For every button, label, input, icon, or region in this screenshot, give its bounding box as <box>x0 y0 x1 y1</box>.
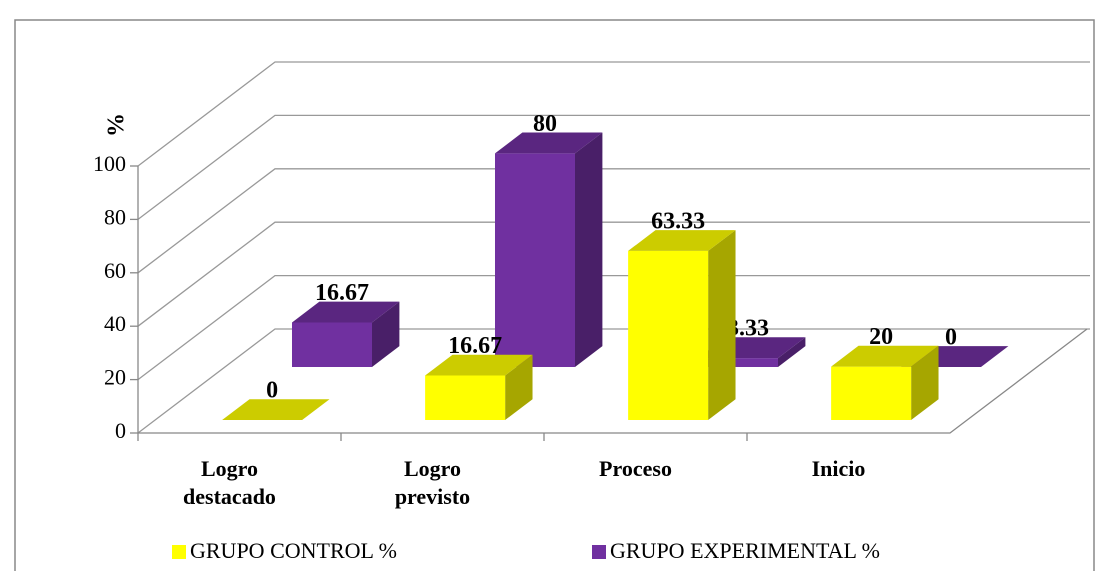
grid-line <box>137 114 1090 220</box>
bar <box>831 345 939 420</box>
bar-front <box>291 322 372 367</box>
y-tick-label: 0 <box>115 418 126 443</box>
grid-line <box>137 168 1090 274</box>
bar-side <box>708 230 736 420</box>
x-tick-label: Logro destacado <box>183 456 276 509</box>
y-tick-label: 80 <box>104 204 126 229</box>
x-tick-label: Proceso <box>599 456 672 481</box>
bar-top <box>425 354 533 376</box>
legend-swatch <box>172 545 186 559</box>
data-label: 0 <box>266 378 278 404</box>
bar <box>425 354 533 420</box>
legend-swatch <box>592 545 606 559</box>
floor-edge <box>138 328 1088 434</box>
bar <box>222 399 330 420</box>
grid-line <box>137 328 1090 434</box>
x-tick-label: Inicio <box>811 456 866 481</box>
bar-side <box>777 337 806 367</box>
legend-label: GRUPO EXPERIMENTAL % <box>610 538 880 563</box>
bar-top <box>628 230 736 251</box>
y-tick-label: 60 <box>104 258 126 283</box>
y-tick-label: 100 <box>93 151 126 176</box>
x-tick-label: Logro previsto <box>394 456 471 509</box>
bar <box>291 301 400 367</box>
bar-top <box>494 132 603 154</box>
y-tick-label: 40 <box>104 311 126 336</box>
legend-label: GRUPO CONTROL % <box>190 538 397 563</box>
data-label: 80 <box>533 111 557 137</box>
data-label: 20 <box>869 324 893 350</box>
bar-top <box>831 345 939 367</box>
bar <box>494 132 603 367</box>
bar-side <box>574 132 603 367</box>
bar-side <box>911 345 939 420</box>
grid-line <box>137 221 1090 327</box>
bar-front <box>494 153 575 367</box>
bar-top <box>222 399 330 420</box>
bar-front <box>628 250 709 420</box>
bar-side <box>505 354 533 420</box>
bar-top <box>291 301 400 323</box>
y-axis-title: % <box>104 113 130 137</box>
grid-line <box>137 61 1090 167</box>
bar-side <box>371 301 400 367</box>
data-label: 16.67 <box>448 333 502 359</box>
grid-line <box>137 274 1090 381</box>
bar <box>628 230 736 420</box>
bar-front <box>425 375 506 420</box>
bar-front <box>831 366 912 420</box>
data-label: 0 <box>945 324 957 350</box>
data-label: 63.33 <box>651 208 705 234</box>
y-tick-label: 20 <box>104 365 126 390</box>
data-label: 16.67 <box>315 280 369 306</box>
